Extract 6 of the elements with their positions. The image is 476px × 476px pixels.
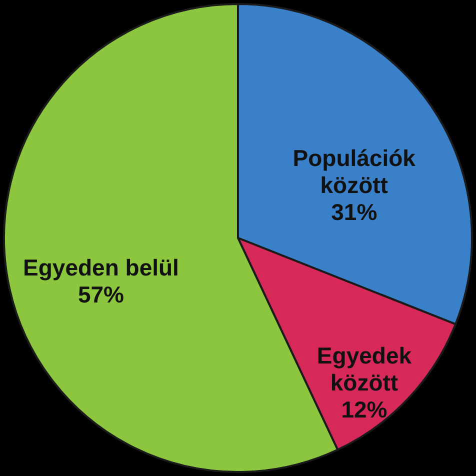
slice-label: Egyeden belül	[23, 254, 179, 281]
slice-label: Egyedek között	[316, 342, 412, 396]
slice-label: Populációk között	[292, 145, 416, 198]
data-label: 12%	[341, 396, 388, 423]
data-label: 57%	[78, 282, 124, 308]
data-label: 31%	[331, 199, 378, 226]
